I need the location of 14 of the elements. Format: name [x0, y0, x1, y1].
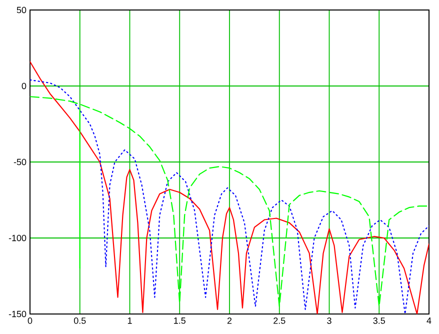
x-tick-label: 0 — [28, 318, 32, 324]
x-tick-label: 0.5 — [74, 318, 86, 324]
y-tick-label: -50 — [14, 158, 26, 166]
x-tick-label: 3.5 — [373, 318, 385, 324]
x-tick-label: 1.5 — [174, 318, 186, 324]
x-tick-label: 1 — [128, 318, 132, 324]
x-tick-label: 2 — [227, 318, 232, 324]
x-tick-label: 2.5 — [274, 318, 286, 324]
y-tick-label: -100 — [8, 234, 26, 242]
x-tick-label: 3 — [327, 318, 332, 324]
y-tick-label: 0 — [22, 82, 26, 90]
y-tick-label: -150 — [8, 310, 26, 318]
x-tick-label: 4 — [426, 318, 432, 324]
y-tick-label: 50 — [16, 6, 26, 14]
